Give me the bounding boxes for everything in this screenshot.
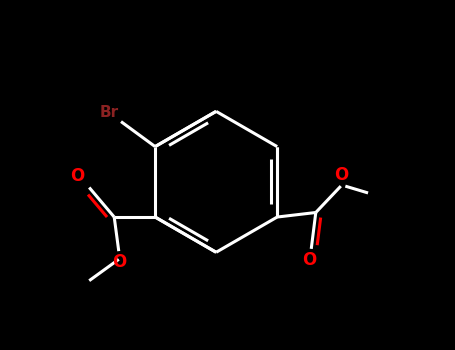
Text: Br: Br	[100, 105, 119, 120]
Text: O: O	[111, 253, 126, 271]
Text: O: O	[334, 166, 348, 184]
Text: O: O	[71, 167, 85, 185]
Text: O: O	[302, 251, 316, 269]
